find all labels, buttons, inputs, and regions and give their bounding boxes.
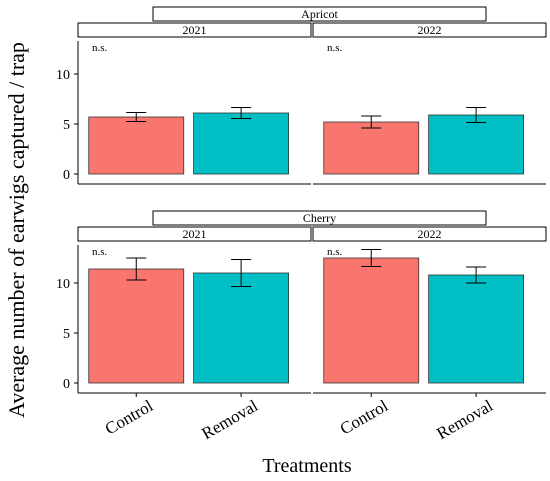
x-tick-label: Control bbox=[337, 396, 392, 439]
year-strip-2022 bbox=[312, 226, 547, 242]
y-tick-label: 5 bbox=[63, 327, 70, 342]
bar-cherry-2021-control bbox=[88, 268, 185, 384]
x-axis-label: Treatments bbox=[262, 455, 351, 477]
bar-cherry-2022-control bbox=[323, 257, 420, 384]
group-strip-label: Cherry bbox=[303, 211, 336, 225]
year-strip-label: 2021 bbox=[183, 23, 207, 37]
x-tick-label: Removal bbox=[198, 396, 261, 443]
bar-cherry-2021-removal bbox=[193, 272, 290, 384]
x-tick-label: Control bbox=[102, 396, 157, 439]
bar-cherry-2022-removal bbox=[428, 274, 525, 384]
significance-annotation: n.s. bbox=[92, 246, 108, 258]
y-tick-label: 0 bbox=[63, 168, 70, 183]
group-strip-cherry bbox=[152, 210, 487, 226]
bar-apricot-2021-removal bbox=[193, 112, 290, 175]
y-tick-label: 0 bbox=[63, 377, 70, 392]
y-axis-label: Average number of earwigs captured / tra… bbox=[4, 42, 29, 418]
y-tick-label: 5 bbox=[63, 118, 70, 133]
x-tick-label: Removal bbox=[433, 396, 496, 443]
significance-annotation: n.s. bbox=[92, 42, 108, 54]
bar-apricot-2022-removal bbox=[428, 114, 525, 175]
group-strip-label: Apricot bbox=[301, 7, 338, 21]
year-strip-label: 2022 bbox=[418, 23, 442, 37]
year-strip-2022 bbox=[312, 22, 547, 38]
year-strip-2021 bbox=[77, 226, 312, 242]
year-strip-label: 2022 bbox=[418, 227, 442, 241]
y-tick-label: 10 bbox=[56, 277, 70, 292]
bar-apricot-2021-control bbox=[88, 116, 185, 175]
year-strip-label: 2021 bbox=[183, 227, 207, 241]
significance-annotation: n.s. bbox=[327, 246, 343, 258]
group-strip-apricot bbox=[152, 6, 487, 22]
significance-annotation: n.s. bbox=[327, 42, 343, 54]
bar-apricot-2022-control bbox=[323, 121, 420, 175]
year-strip-2021 bbox=[77, 22, 312, 38]
y-tick-label: 10 bbox=[56, 68, 70, 83]
